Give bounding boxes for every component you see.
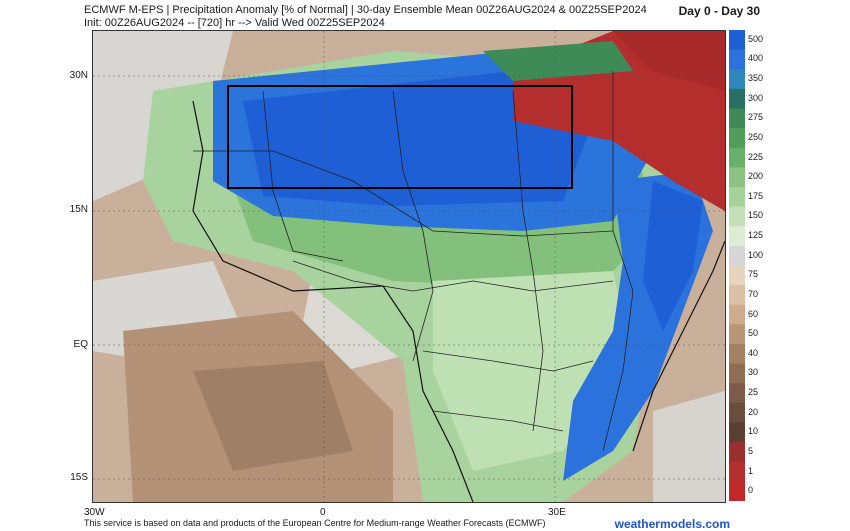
- attribution-note: This service is based on data and produc…: [84, 518, 546, 528]
- colorbar-tick-label: 70: [748, 288, 759, 299]
- colorbar-swatch: [729, 265, 745, 286]
- colorbar-swatch: [729, 245, 745, 266]
- colorbar-swatch: [729, 363, 745, 384]
- colorbar-swatch: [729, 226, 745, 247]
- colorbar-swatch: [729, 285, 745, 306]
- lon-label-30e: 30E: [548, 507, 566, 518]
- colorbar-tick-label: 500: [748, 33, 764, 44]
- colorbar-tick-label: 100: [748, 249, 764, 260]
- colorbar-tick-label: 10: [748, 426, 759, 437]
- colorbar-tick-label: 250: [748, 131, 764, 142]
- lat-label-eq: EQ: [73, 339, 88, 350]
- colorbar-tick-label: 150: [748, 210, 764, 221]
- colorbar-swatch: [729, 187, 745, 208]
- colorbar-tick-label: 50: [748, 328, 759, 339]
- day-range-label: Day 0 - Day 30: [678, 4, 760, 18]
- colorbar-swatch: [729, 304, 745, 325]
- colorbar-tick-label: 400: [748, 53, 764, 64]
- colorbar-tick-label: 125: [748, 230, 764, 241]
- colorbar-swatch: [729, 324, 745, 345]
- colorbar-tick-label: 275: [748, 112, 764, 123]
- map-canvas: [93, 31, 725, 502]
- lat-label-15s: 15S: [70, 472, 88, 483]
- colorbar-tick-label: 20: [748, 406, 759, 417]
- colorbar-swatch: [729, 108, 745, 129]
- colorbar-tick-label: 60: [748, 308, 759, 319]
- colorbar: [729, 30, 745, 501]
- colorbar-swatch: [729, 383, 745, 404]
- colorbar-swatch: [729, 128, 745, 149]
- lat-label-15n: 15N: [69, 204, 88, 215]
- colorbar-tick-label: 5: [748, 445, 754, 456]
- colorbar-swatch: [729, 88, 745, 109]
- colorbar-tick-label: 175: [748, 190, 764, 201]
- map-title: ECMWF M-EPS | Precipitation Anomaly [% o…: [84, 4, 647, 16]
- colorbar-swatch: [729, 30, 745, 51]
- colorbar-swatch: [729, 422, 745, 443]
- map-subtitle: Init: 00Z26AUG2024 -- [720] hr --> Valid…: [84, 17, 385, 29]
- colorbar-tick-label: 30: [748, 367, 759, 378]
- colorbar-swatch: [729, 69, 745, 90]
- colorbar-swatch: [729, 461, 745, 482]
- lon-label-0: 0: [320, 507, 326, 518]
- colorbar-tick-label: 225: [748, 151, 764, 162]
- colorbar-swatch: [729, 344, 745, 365]
- focus-region-box: [227, 85, 573, 189]
- colorbar-swatch: [729, 49, 745, 70]
- colorbar-tick-label: 0: [748, 485, 754, 496]
- colorbar-swatch: [729, 402, 745, 423]
- colorbar-tick-label: 200: [748, 171, 764, 182]
- colorbar-swatch: [729, 442, 745, 463]
- precipitation-map: [92, 30, 726, 503]
- colorbar-swatch: [729, 147, 745, 168]
- lon-label-30w: 30W: [84, 507, 105, 518]
- colorbar-tick-label: 300: [748, 92, 764, 103]
- brand-link[interactable]: weathermodels.com: [614, 517, 730, 531]
- colorbar-tick-label: 350: [748, 73, 764, 84]
- lat-label-30n: 30N: [69, 70, 88, 81]
- colorbar-tick-label: 25: [748, 387, 759, 398]
- colorbar-tick-label: 40: [748, 347, 759, 358]
- colorbar-tick-label: 75: [748, 269, 759, 280]
- colorbar-swatch: [729, 167, 745, 188]
- colorbar-tick-label: 1: [748, 465, 754, 476]
- colorbar-swatch: [729, 481, 745, 501]
- colorbar-swatch: [729, 206, 745, 227]
